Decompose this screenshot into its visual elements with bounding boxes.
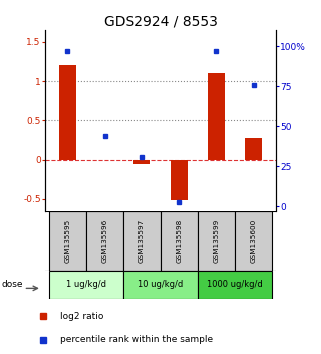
Bar (198, 211, 235, 271)
Bar (59, 65, 76, 160)
Text: GSM135595: GSM135595 (64, 218, 70, 263)
Text: GSM135596: GSM135596 (101, 218, 108, 263)
Text: GSM135600: GSM135600 (251, 218, 257, 263)
Text: 1 ug/kg/d: 1 ug/kg/d (66, 280, 106, 290)
Bar (245, 138, 262, 160)
Bar (49, 271, 123, 299)
Text: GDS2924 / 8553: GDS2924 / 8553 (104, 14, 217, 28)
Bar (123, 271, 198, 299)
Text: GSM135599: GSM135599 (213, 218, 220, 263)
Text: 1000 ug/kg/d: 1000 ug/kg/d (207, 280, 263, 290)
Bar (86, 211, 123, 271)
Text: GSM135598: GSM135598 (176, 218, 182, 263)
Text: dose: dose (2, 280, 23, 290)
Bar (171, 160, 187, 200)
Bar (123, 211, 160, 271)
Text: percentile rank within the sample: percentile rank within the sample (60, 336, 213, 344)
Bar (208, 73, 225, 160)
Bar (198, 271, 272, 299)
Text: log2 ratio: log2 ratio (60, 312, 103, 321)
Bar (160, 211, 198, 271)
Bar (134, 160, 150, 164)
Text: 10 ug/kg/d: 10 ug/kg/d (138, 280, 183, 290)
Text: GSM135597: GSM135597 (139, 218, 145, 263)
Bar (49, 211, 86, 271)
Bar (235, 211, 272, 271)
